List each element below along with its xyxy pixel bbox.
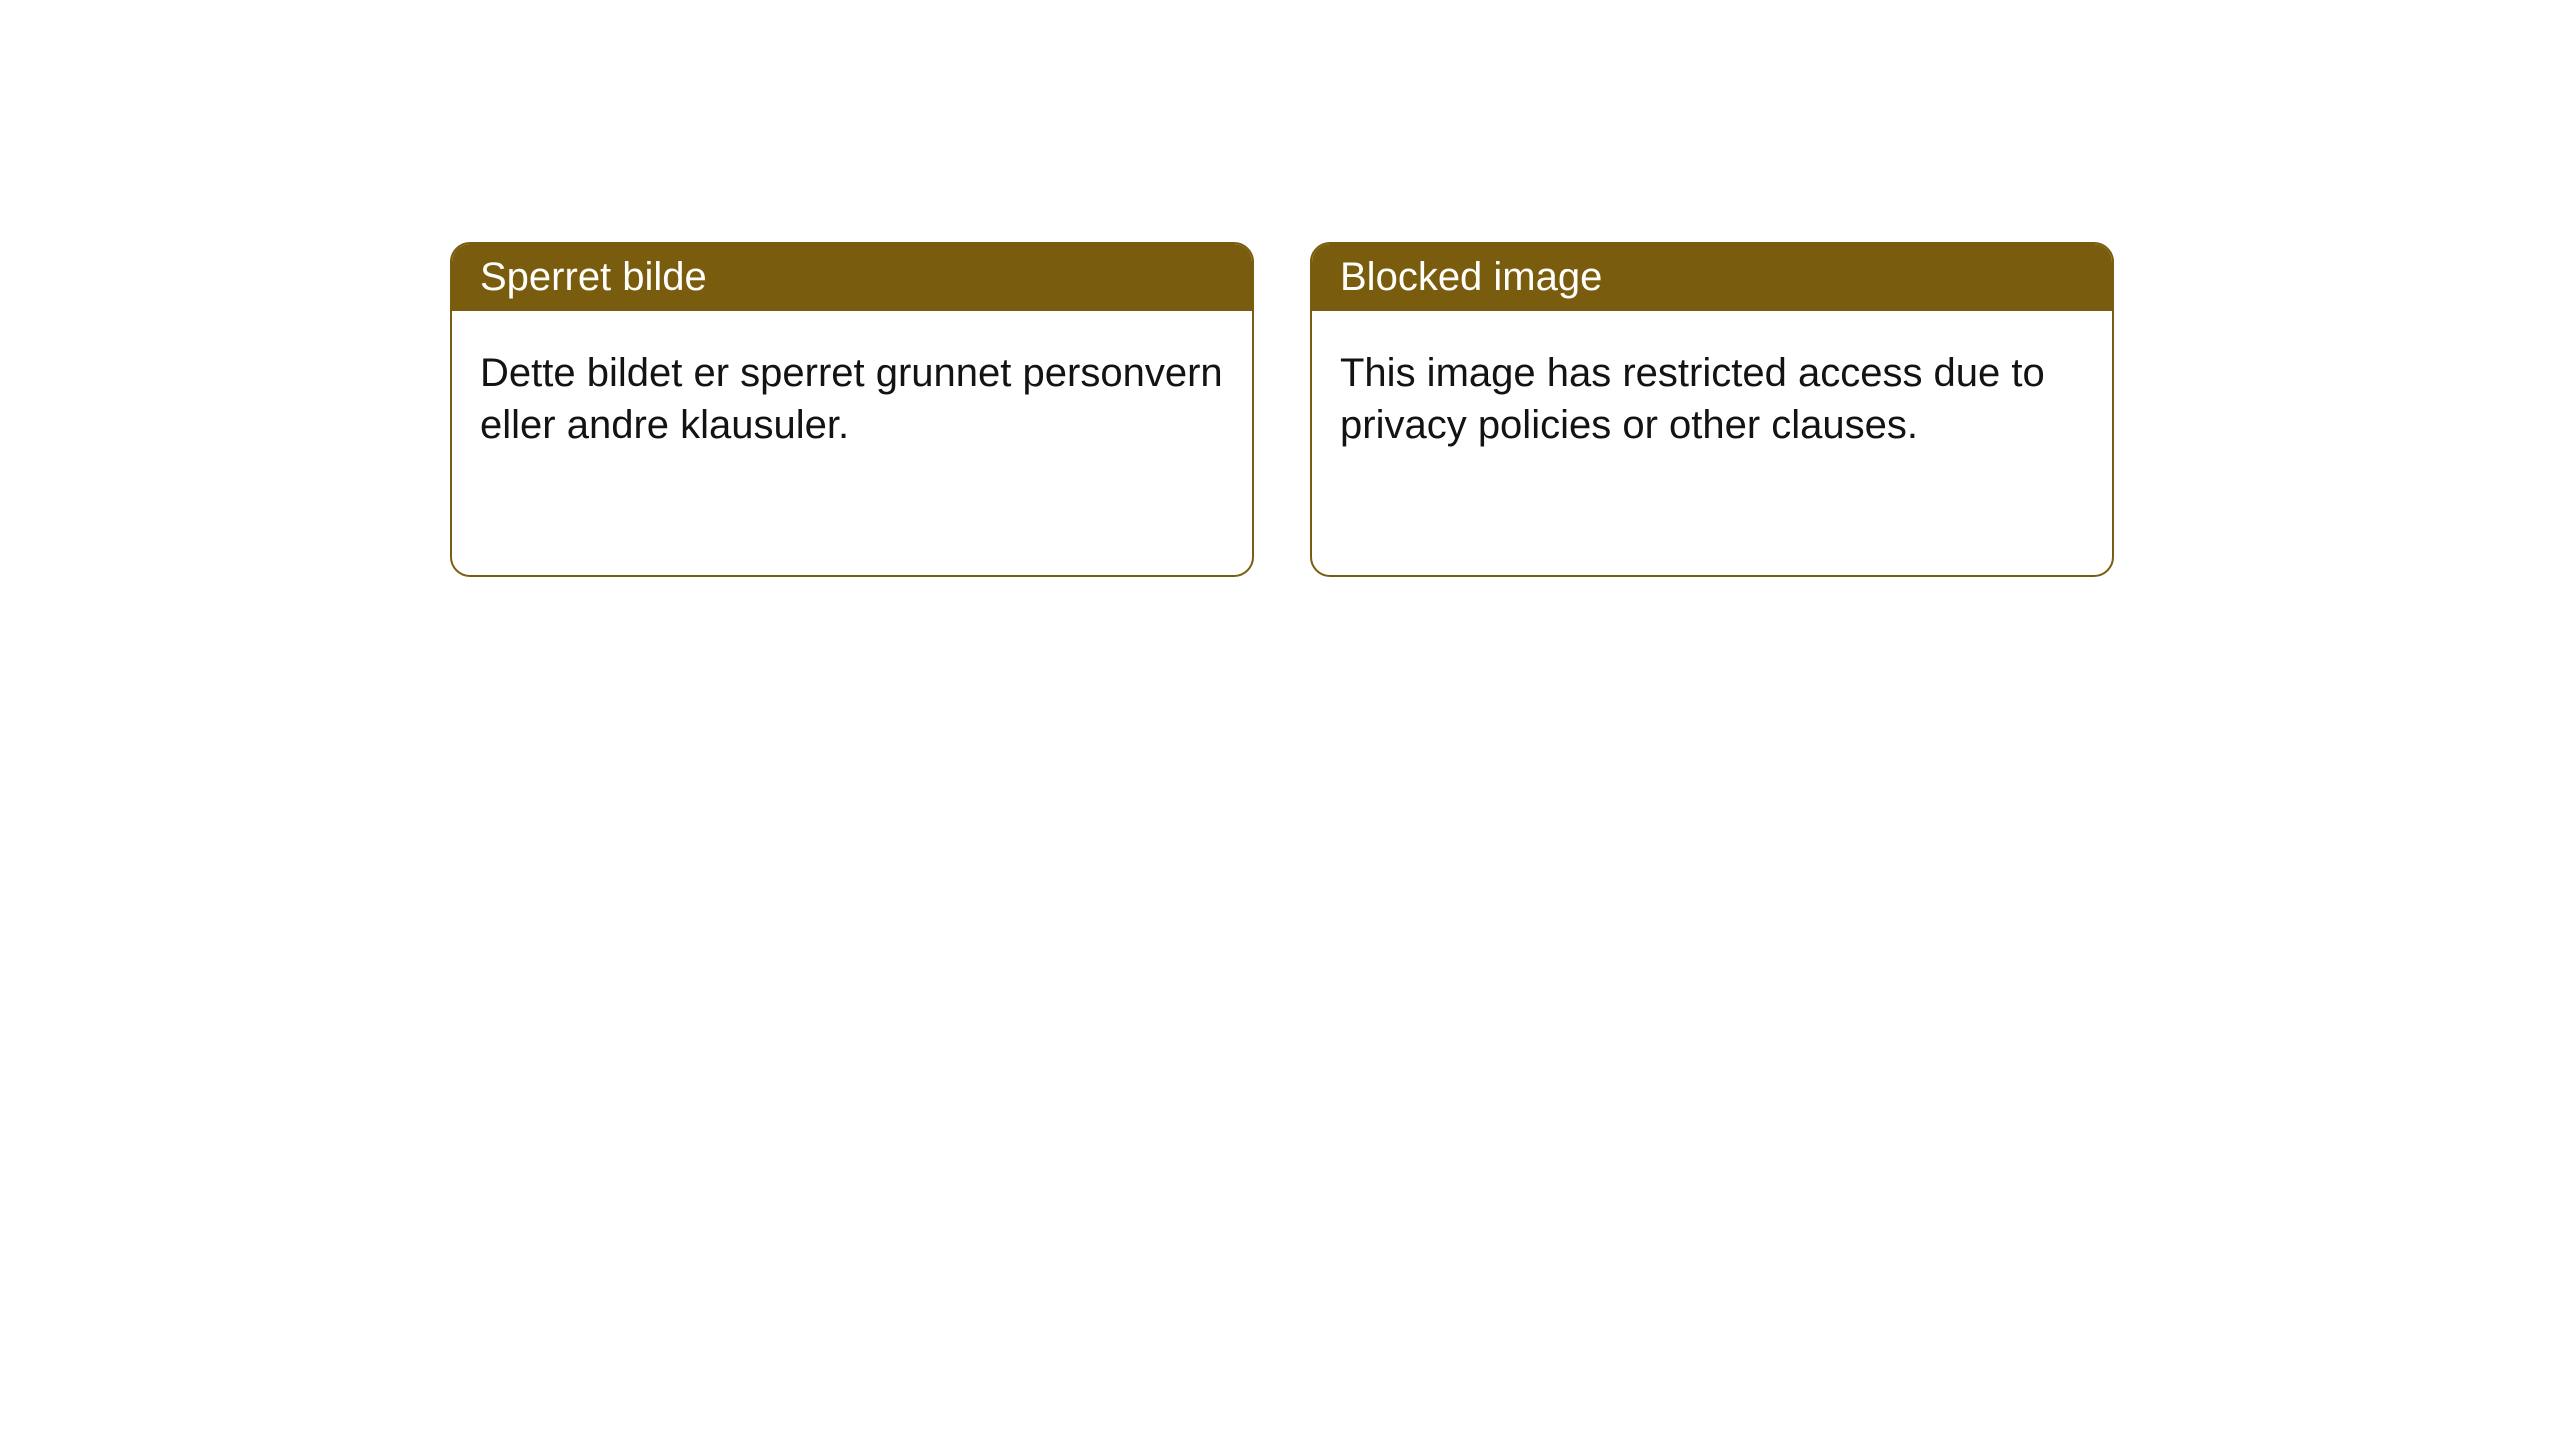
card-header-no: Sperret bilde — [452, 244, 1252, 311]
notice-container: Sperret bilde Dette bildet er sperret gr… — [0, 0, 2560, 577]
card-body-no: Dette bildet er sperret grunnet personve… — [452, 311, 1252, 479]
notice-card-no: Sperret bilde Dette bildet er sperret gr… — [450, 242, 1254, 577]
notice-card-en: Blocked image This image has restricted … — [1310, 242, 2114, 577]
card-header-en: Blocked image — [1312, 244, 2112, 311]
card-body-en: This image has restricted access due to … — [1312, 311, 2112, 479]
